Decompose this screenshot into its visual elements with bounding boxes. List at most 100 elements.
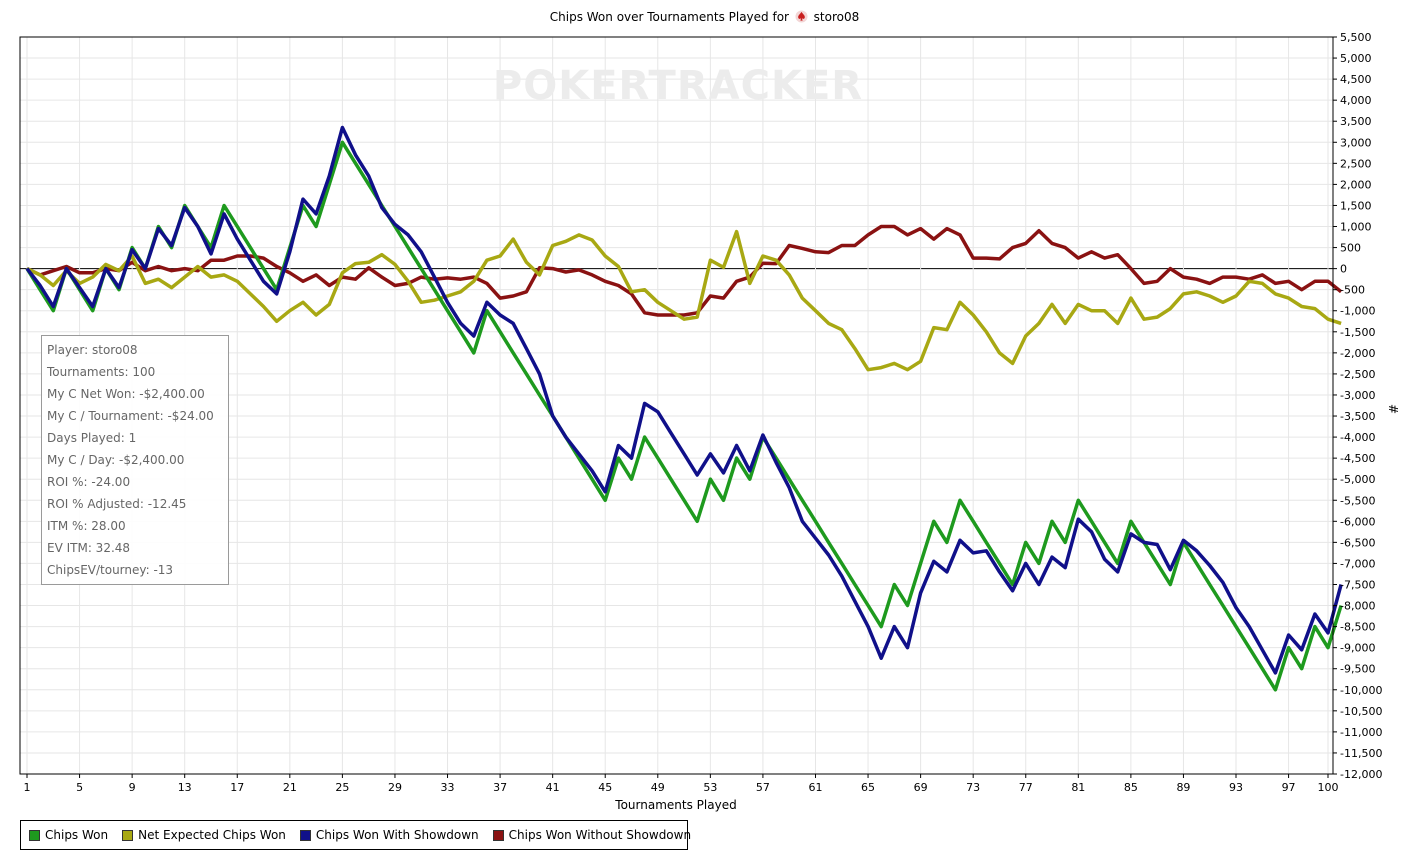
x-tick-label: 21 bbox=[283, 781, 297, 794]
y-tick-label: -9,500 bbox=[1340, 663, 1375, 676]
y-tick-label: -3,500 bbox=[1340, 410, 1375, 423]
chart-title-prefix: Chips Won over Tournaments Played for bbox=[549, 10, 789, 24]
stat-line: EV ITM: 32.48 bbox=[47, 541, 131, 555]
chart-title: Chips Won over Tournaments Played for st… bbox=[0, 10, 1409, 24]
y-tick-label: 4,500 bbox=[1340, 73, 1372, 86]
chart-legend: Chips Won Net Expected Chips Won Chips Won… bbox=[20, 820, 692, 850]
y-tick-label: 3,500 bbox=[1340, 115, 1372, 128]
x-tick-label: 81 bbox=[1071, 781, 1085, 794]
legend-swatch bbox=[29, 829, 40, 841]
legend-label: Net Expected Chips Won bbox=[138, 828, 286, 842]
x-tick-label: 97 bbox=[1282, 781, 1296, 794]
y-tick-label: -8,000 bbox=[1340, 600, 1375, 613]
y-tick-label: -7,000 bbox=[1340, 557, 1375, 570]
y-tick-label: -3,000 bbox=[1340, 389, 1375, 402]
y-tick-label: -12,000 bbox=[1340, 768, 1382, 781]
x-tick-label: 25 bbox=[335, 781, 349, 794]
stat-line: ITM %: 28.00 bbox=[47, 519, 126, 533]
x-tick-label: 41 bbox=[546, 781, 560, 794]
chart-title-player: storo08 bbox=[813, 10, 860, 24]
watermark: POKERTRACKER bbox=[493, 63, 863, 109]
x-axis-label: Tournaments Played bbox=[615, 798, 737, 812]
y-tick-label: 2,000 bbox=[1340, 178, 1372, 191]
y-tick-label: -8,500 bbox=[1340, 621, 1375, 634]
x-tick-label: 13 bbox=[178, 781, 192, 794]
x-tick-label: 69 bbox=[914, 781, 928, 794]
x-tick-label: 57 bbox=[756, 781, 770, 794]
legend-label: Chips Won With Showdown bbox=[315, 828, 479, 842]
plot-area-border bbox=[19, 36, 1334, 775]
y-tick-label: -5,500 bbox=[1340, 494, 1375, 507]
y-tick-label: -10,500 bbox=[1340, 705, 1382, 718]
x-tick-label: 53 bbox=[703, 781, 717, 794]
grid-lines bbox=[20, 36, 1333, 775]
y-tick-label: -1,500 bbox=[1340, 326, 1375, 339]
legend-item: Chips Won With Showdown bbox=[299, 828, 479, 842]
stat-line: My C / Day: -$2,400.00 bbox=[47, 453, 185, 467]
stat-line: My C / Tournament: -$24.00 bbox=[47, 409, 214, 423]
x-tick-label: 37 bbox=[493, 781, 507, 794]
x-tick-label: 85 bbox=[1124, 781, 1138, 794]
series-line-chips-won bbox=[25, 140, 1343, 692]
y-tick-label: 5,000 bbox=[1340, 52, 1372, 65]
x-tick-label: 9 bbox=[129, 781, 136, 794]
y-tick-label: -6,500 bbox=[1340, 536, 1375, 549]
x-tick-label: 65 bbox=[861, 781, 875, 794]
y-tick-label: -9,000 bbox=[1340, 642, 1375, 655]
legend-swatch bbox=[122, 829, 134, 841]
x-tick-label: 73 bbox=[966, 781, 980, 794]
y-axis: 5,500 5,000 4,500 4,000 3,500 3,000 2,500 2,000… bbox=[1333, 31, 1382, 781]
legend-swatch bbox=[492, 829, 504, 841]
x-tick-label: 77 bbox=[1019, 781, 1033, 794]
legend-label: Chips Won bbox=[45, 828, 109, 842]
legend-item: Chips Won bbox=[29, 828, 108, 842]
y-tick-label: -6,000 bbox=[1340, 515, 1375, 528]
legend-swatch bbox=[299, 829, 311, 841]
y-tick-label: -5,000 bbox=[1340, 473, 1375, 486]
player-stats-box: Player: storo08 Tournaments: 100 My C Net … bbox=[41, 335, 229, 585]
stat-line: ChipsEV/tourney: -13 bbox=[47, 563, 174, 577]
stat-line: Tournaments: 100 bbox=[47, 365, 156, 379]
stat-line: My C Net Won: -$2,400.00 bbox=[47, 387, 205, 401]
y-tick-label: -2,000 bbox=[1340, 347, 1375, 360]
x-tick-label: 45 bbox=[598, 781, 612, 794]
y-tick-label: -1,000 bbox=[1340, 305, 1375, 318]
stat-line: ROI %: -24.00 bbox=[47, 475, 131, 489]
y-tick-label: -500 bbox=[1340, 284, 1365, 297]
y-tick-label: -11,500 bbox=[1340, 747, 1382, 760]
pokertracker-watermark: POKERTRACKER bbox=[493, 63, 863, 109]
y-tick-label: -10,000 bbox=[1340, 684, 1382, 697]
y-tick-label: 3,000 bbox=[1340, 136, 1372, 149]
series-line-chips-won-with-showdown bbox=[25, 125, 1343, 675]
y-axis-label: # bbox=[1386, 403, 1401, 415]
y-tick-label: -4,500 bbox=[1340, 452, 1375, 465]
x-tick-label: 61 bbox=[808, 781, 822, 794]
series-lines bbox=[25, 125, 1343, 692]
x-tick-label: 1 bbox=[24, 781, 31, 794]
x-tick-label: 29 bbox=[388, 781, 402, 794]
x-tick-label: 93 bbox=[1229, 781, 1243, 794]
x-tick-label: 100 bbox=[1318, 781, 1339, 794]
y-tick-label: -11,000 bbox=[1340, 726, 1382, 739]
y-tick-label: 0 bbox=[1340, 263, 1347, 276]
stat-line: ROI % Adjusted: -12.45 bbox=[47, 497, 187, 511]
legend-item: Net Expected Chips Won bbox=[122, 828, 286, 842]
y-tick-label: -2,500 bbox=[1340, 368, 1375, 381]
y-tick-label: 4,000 bbox=[1340, 94, 1372, 107]
spade-poker-icon bbox=[795, 10, 808, 23]
legend-label: Chips Won Without Showdown bbox=[508, 828, 692, 842]
y-tick-label: 2,500 bbox=[1340, 157, 1372, 170]
y-tick-label: 5,500 bbox=[1340, 31, 1372, 44]
y-tick-label: 1,500 bbox=[1340, 199, 1372, 212]
x-tick-label: 5 bbox=[76, 781, 83, 794]
x-tick-label: 17 bbox=[230, 781, 244, 794]
x-tick-label: 89 bbox=[1176, 781, 1190, 794]
y-tick-label: 1,000 bbox=[1340, 221, 1372, 234]
stat-line: Player: storo08 bbox=[47, 343, 138, 357]
y-tick-label: 500 bbox=[1340, 242, 1361, 255]
stat-line: Days Played: 1 bbox=[47, 431, 137, 445]
x-tick-label: 49 bbox=[651, 781, 665, 794]
y-tick-label: -4,000 bbox=[1340, 431, 1375, 444]
x-axis: 1 5 9 13 17 21 25 29 33 37 41 45 49 53 57 61 65 69 73 77 81 8… bbox=[24, 774, 1339, 794]
